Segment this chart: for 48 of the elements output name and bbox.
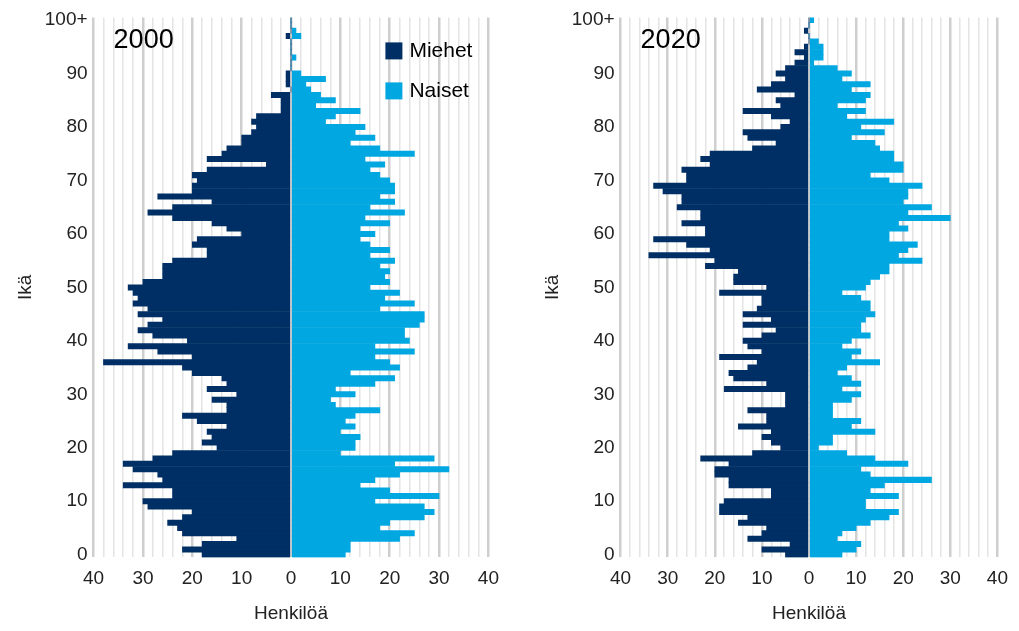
y-tick-label: 0 bbox=[77, 542, 88, 564]
y-tick-label: 20 bbox=[66, 436, 88, 458]
y-tick-label: 100+ bbox=[571, 8, 615, 30]
x-tick-label: 40 bbox=[610, 567, 632, 589]
x-tick-label: 40 bbox=[986, 567, 1008, 589]
y-tick-label: 70 bbox=[66, 168, 88, 190]
y-tick-label: 30 bbox=[593, 382, 615, 404]
y-tick-label: 0 bbox=[604, 542, 615, 564]
y-tick-label: 20 bbox=[593, 436, 615, 458]
y-tick-label: 10 bbox=[593, 489, 615, 511]
y-tick-label: 50 bbox=[593, 275, 615, 297]
x-tick-label: 30 bbox=[657, 567, 679, 589]
y-axis-title: Ikä bbox=[13, 274, 35, 301]
x-tick-label: 0 bbox=[803, 567, 815, 589]
y-tick-label: 70 bbox=[593, 168, 615, 190]
x-tick-label: 30 bbox=[939, 567, 961, 589]
x-tick-label: 40 bbox=[83, 567, 105, 589]
x-tick-label: 30 bbox=[428, 567, 450, 589]
x-tick-label: 0 bbox=[285, 567, 297, 589]
y-tick-label: 90 bbox=[66, 61, 88, 83]
x-tick-label: 20 bbox=[704, 567, 726, 589]
x-tick-label: 10 bbox=[751, 567, 773, 589]
x-tick-label: 30 bbox=[132, 567, 154, 589]
x-tick-label: 10 bbox=[329, 567, 351, 589]
y-tick-label: 90 bbox=[593, 61, 615, 83]
y-tick-label: 10 bbox=[66, 489, 88, 511]
x-tick-label: 20 bbox=[892, 567, 914, 589]
y-tick-label: 60 bbox=[66, 222, 88, 244]
y-tick-label: 40 bbox=[593, 329, 615, 351]
y-tick-label: 80 bbox=[66, 115, 88, 137]
y-tick-label: 100+ bbox=[44, 8, 88, 30]
x-tick-label: 10 bbox=[845, 567, 867, 589]
y-tick-label: 60 bbox=[593, 222, 615, 244]
x-tick-label: 20 bbox=[181, 567, 203, 589]
y-tick-label: 80 bbox=[593, 115, 615, 137]
x-tick-label: 20 bbox=[379, 567, 401, 589]
y-tick-label: 30 bbox=[66, 382, 88, 404]
chart-title: 2000 bbox=[113, 24, 174, 55]
x-axis-title: Henkilöä bbox=[772, 601, 847, 623]
x-tick-label: 40 bbox=[477, 567, 499, 589]
x-axis-title: Henkilöä bbox=[254, 601, 329, 623]
chart-title: 2020 bbox=[640, 24, 701, 55]
legend-label: Naiset bbox=[409, 78, 470, 102]
legend-label: Miehet bbox=[409, 38, 473, 62]
x-tick-label: 10 bbox=[231, 567, 253, 589]
y-tick-label: 50 bbox=[66, 275, 88, 297]
y-tick-label: 40 bbox=[66, 329, 88, 351]
y-axis-title: Ikä bbox=[540, 274, 562, 301]
